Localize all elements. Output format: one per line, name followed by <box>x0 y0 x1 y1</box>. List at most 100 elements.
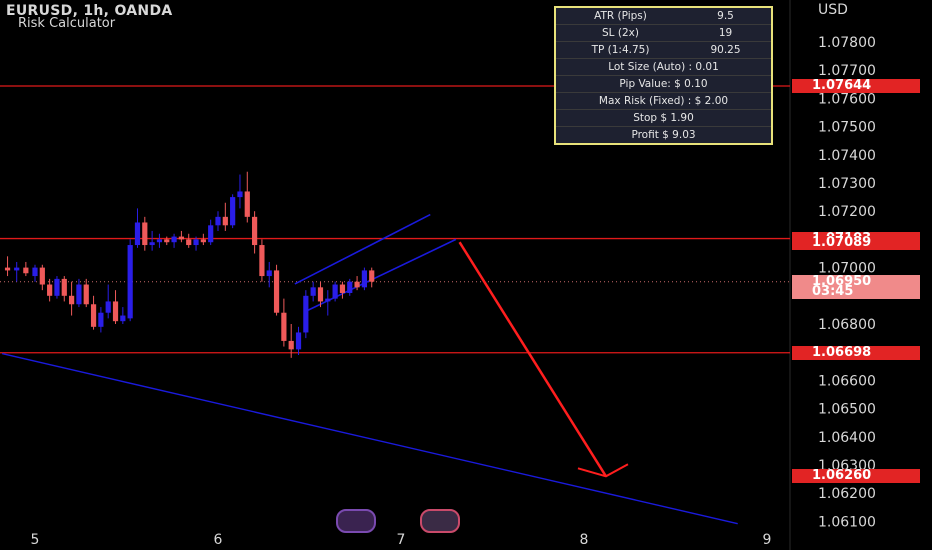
indicator-name[interactable]: Risk Calculator <box>18 16 116 31</box>
candle-up <box>295 332 302 350</box>
risk-row: Max Risk (Fixed) : $ 2.00 <box>556 93 771 110</box>
risk-row: ATR (Pips) 9.5 <box>556 8 771 25</box>
y-tick-label: 1.06400 <box>818 430 876 446</box>
risk-row: SL (2x) 19 <box>556 25 771 42</box>
candle-up <box>208 225 214 243</box>
risk-row-value: 19 <box>718 27 733 39</box>
price-tag: 1.07089 <box>792 235 920 250</box>
candle-up <box>361 270 367 288</box>
x-tick-label: 6 <box>214 532 223 548</box>
price-tag: 03:45 <box>792 284 920 299</box>
projection-arrow <box>458 241 608 477</box>
risk-row: Profit $ 9.03 <box>556 127 771 143</box>
candle-up <box>237 191 243 198</box>
candle-up <box>266 270 272 277</box>
price-tag: 1.06260 <box>792 469 920 484</box>
candle-up <box>347 281 353 293</box>
y-tick-label: 1.06200 <box>818 486 876 502</box>
candle-down <box>178 236 184 240</box>
y-tick-label: 1.07800 <box>818 35 876 51</box>
price-tag: 1.07644 <box>792 78 920 93</box>
risk-row: Lot Size (Auto) : 0.01 <box>556 59 771 76</box>
candle-up <box>14 267 20 271</box>
y-tick-label: 1.07600 <box>818 91 876 107</box>
y-tick-label: 1.06500 <box>818 402 876 418</box>
candle-down <box>288 340 294 350</box>
candle-up <box>171 236 177 243</box>
candle-up <box>149 242 155 246</box>
candle-up <box>76 284 82 305</box>
candle-down <box>186 239 192 246</box>
arrow-head <box>577 463 629 478</box>
y-tick-label: 1.06100 <box>818 514 876 530</box>
candle-up <box>98 312 104 327</box>
candle-down <box>61 278 67 296</box>
candle-up <box>303 295 309 333</box>
lightning-icon[interactable] <box>336 509 376 533</box>
candle-down <box>83 284 89 305</box>
candle-down <box>369 270 375 282</box>
candle-up <box>230 197 236 226</box>
y-tick-label: 1.07700 <box>818 63 876 79</box>
risk-calculator-panel: ATR (Pips) 9.5 SL (2x) 19 TP (1:4.75) 90.25 Lo… <box>554 6 773 145</box>
candle-up <box>332 284 338 299</box>
channel-line <box>294 213 431 285</box>
candle-up <box>325 298 331 302</box>
candle-down <box>142 222 148 246</box>
risk-row-label: TP (1:4.75) <box>591 44 650 56</box>
candle-up <box>54 278 60 296</box>
candle-up <box>105 301 111 313</box>
y-tick-label: 1.07300 <box>818 176 876 192</box>
candle-down <box>222 216 228 226</box>
candle-up <box>215 216 221 226</box>
risk-row-label: ATR (Pips) <box>594 10 647 22</box>
flag-icon[interactable] <box>420 509 460 533</box>
risk-row: Pip Value: $ 0.10 <box>556 76 771 93</box>
y-tick-label: 1.07400 <box>818 148 876 164</box>
candle-down <box>317 287 324 302</box>
candle-down <box>112 301 119 322</box>
candle-down <box>39 267 45 285</box>
y-tick-label: 1.07200 <box>818 204 876 220</box>
y-tick-label: 1.06600 <box>818 373 876 389</box>
candle-up <box>156 239 163 243</box>
candle-down <box>200 239 206 243</box>
risk-row: TP (1:4.75) 90.25 <box>556 42 771 59</box>
candle-up <box>127 245 133 319</box>
y-tick-label: 1.07000 <box>818 261 876 277</box>
candle-up <box>310 287 316 296</box>
candle-down <box>164 239 170 243</box>
candle-down <box>281 312 287 341</box>
candle-down <box>69 295 75 305</box>
x-tick-label: 9 <box>763 532 772 548</box>
candle-down <box>4 267 11 271</box>
candle-down <box>244 191 250 217</box>
price-tag: 1.06698 <box>792 345 920 360</box>
currency-label: USD <box>818 2 848 18</box>
trend-line <box>1 352 738 525</box>
candle-up <box>120 315 126 322</box>
risk-row-label: SL (2x) <box>602 27 639 39</box>
candle-down <box>259 245 265 277</box>
candle-down <box>23 267 29 274</box>
risk-row: Stop $ 1.90 <box>556 110 771 127</box>
x-tick-label: 5 <box>31 532 40 548</box>
candle-down <box>339 284 346 293</box>
candle-down <box>90 304 97 327</box>
x-tick-label: 8 <box>580 532 589 548</box>
candle-down <box>47 284 53 296</box>
x-tick-label: 7 <box>397 532 406 548</box>
y-tick-label: 1.07500 <box>818 120 876 136</box>
candle-down <box>273 270 280 313</box>
candle-up <box>193 239 199 246</box>
candle-down <box>252 216 258 246</box>
symbol-title[interactable]: EURUSD, 1h, OANDA <box>6 3 173 19</box>
candle-up <box>32 267 38 277</box>
candle-up <box>134 222 141 246</box>
risk-row-value: 90.25 <box>710 44 741 56</box>
candle-down <box>354 281 360 288</box>
risk-row-value: 9.5 <box>717 10 734 22</box>
y-tick-label: 1.06800 <box>818 317 876 333</box>
